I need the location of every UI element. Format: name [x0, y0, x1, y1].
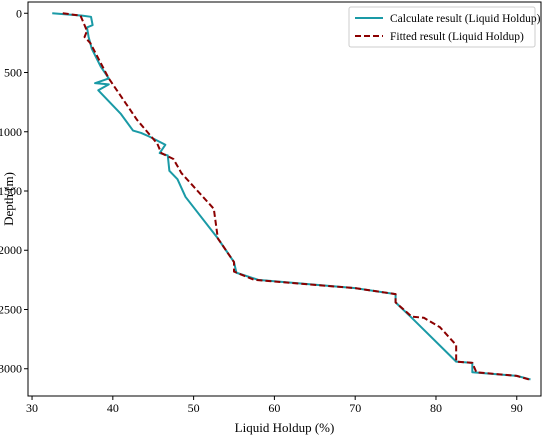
x-axis-label: Liquid Holdup (%)	[235, 420, 335, 435]
x-tick-label: 40	[107, 401, 119, 415]
legend-label-fitted: Fitted result (Liquid Holdup)	[390, 31, 524, 43]
y-tick-label: 1500	[0, 184, 22, 198]
x-tick-label: 30	[26, 401, 38, 415]
y-tick-label: 1000	[0, 125, 22, 139]
x-tick-label: 90	[511, 401, 523, 415]
y-tick-label: 2500	[0, 302, 22, 316]
legend-box	[348, 6, 536, 48]
series-line-fitted	[62, 12, 530, 381]
ticks-layer: 30 40 50 60 70 80 90 0 500 1000 1500 2000 2500 3000	[0, 6, 523, 415]
x-tick-label: 80	[430, 401, 442, 415]
y-tick-label: 2000	[0, 243, 22, 257]
y-tick-label: 500	[4, 66, 22, 80]
legend-label-calculate: Calculate result (Liquid Holdup)	[390, 13, 541, 25]
x-tick-label: 60	[268, 401, 280, 415]
plot-frame	[27, 1, 542, 397]
x-tick-label: 50	[188, 401, 200, 415]
y-axis-label: Depth (m)	[1, 172, 16, 226]
legend: Calculate result (Liquid Holdup) Fitted …	[348, 6, 541, 48]
x-tick-label: 70	[349, 401, 361, 415]
y-tick-label: 0	[16, 6, 22, 20]
series-layer	[52, 12, 531, 381]
y-tick-label: 3000	[0, 362, 22, 376]
